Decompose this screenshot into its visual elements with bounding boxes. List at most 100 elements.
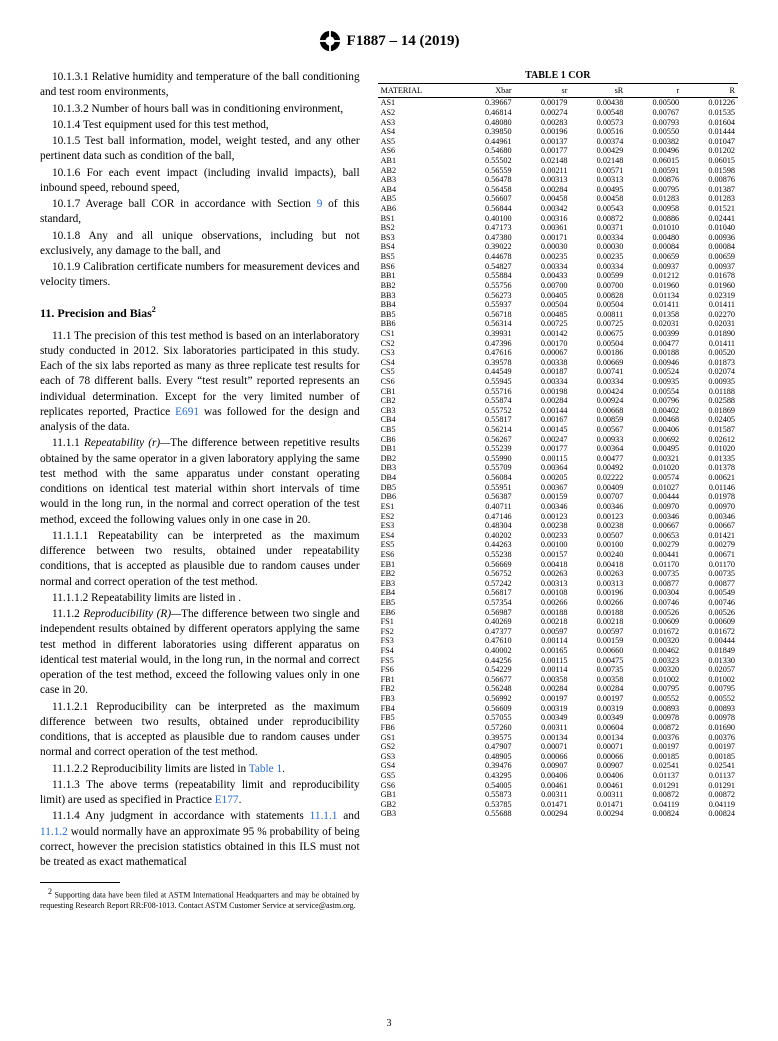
link-11-1-2[interactable]: 11.1.2 (40, 826, 68, 838)
table-row: FB20.562480.002840.002840.007950.00795 (378, 684, 738, 694)
table-row: BS20.471730.003610.003710.010100.01040 (378, 223, 738, 233)
page-number: 3 (0, 1018, 778, 1029)
table-row: CB40.558170.001670.008590.004680.02405 (378, 415, 738, 425)
link-e177[interactable]: E177 (215, 794, 239, 806)
table-row: CB30.557520.001440.006680.004020.01869 (378, 406, 738, 416)
para-11-1-1: 11.1.1 Repeatability (r)—The difference … (40, 436, 360, 528)
table-row: AB10.555020.021480.021480.060150.06015 (378, 156, 738, 166)
para-10-1-3-2: 10.1.3.2 Number of hours ball was in con… (40, 102, 360, 117)
para-10-1-9: 10.1.9 Calibration certificate numbers f… (40, 260, 360, 291)
table-row: ES10.407110.003460.003460.009700.00970 (378, 502, 738, 512)
table-row: EB30.572420.003130.003130.008770.00877 (378, 578, 738, 588)
table-row: ES50.442630.001000.001000.002790.00279 (378, 540, 738, 550)
table-row: FB50.570550.003490.003490.009780.00978 (378, 713, 738, 723)
table-row: BB60.563140.007250.007250.020310.02031 (378, 319, 738, 329)
table-row: FS30.476100.001140.001590.003200.00444 (378, 636, 738, 646)
table-header: Xbar (459, 84, 515, 98)
table-row: BB10.558840.004330.005990.012120.01678 (378, 271, 738, 281)
table-row: AS50.449610.001370.003740.003820.01047 (378, 136, 738, 146)
table-row: DB60.563870.001590.007070.004440.01978 (378, 492, 738, 502)
para-10-1-5: 10.1.5 Test ball information, model, wei… (40, 134, 360, 165)
table-row: ES40.402020.002330.005070.006530.01421 (378, 530, 738, 540)
para-10-1-3-1: 10.1.3.1 Relative humidity and temperatu… (40, 70, 360, 101)
designation: F1887 – 14 (2019) (347, 33, 460, 50)
para-10-1-6: 10.1.6 For each event impact (including … (40, 166, 360, 197)
link-11-1-1[interactable]: 11.1.1 (310, 810, 338, 822)
table-row: DB30.557090.003640.004920.010200.01378 (378, 463, 738, 473)
table-row: AB30.564780.003130.003130.008760.00876 (378, 175, 738, 185)
para-10-1-8: 10.1.8 Any and all unique observations, … (40, 229, 360, 260)
table-row: ES60.552380.001570.002400.004410.00671 (378, 550, 738, 560)
table-row: AS60.546800.001770.004290.004960.01202 (378, 146, 738, 156)
section-11-heading: 11. Precision and Bias2 (40, 305, 360, 321)
table-header: sr (515, 84, 571, 98)
table-row: ES20.471460.001230.001230.003460.00346 (378, 511, 738, 521)
para-11-1-2-2: 11.1.2.2 Reproducibility limits are list… (40, 762, 360, 777)
para-11-1-1-2: 11.1.1.2 Repeatability limits are listed… (40, 591, 360, 606)
table-row: CB10.557160.001980.004240.005540.01188 (378, 386, 738, 396)
table-1-cor: MATERIALXbarsrsRrR AS10.396670.001790.00… (378, 83, 738, 819)
table-row: GS50.432950.004060.004060.011370.01137 (378, 771, 738, 781)
table-row: FS50.442560.001150.004750.003230.01330 (378, 655, 738, 665)
table-row: GB20.537850.014710.014710.041190.04119 (378, 800, 738, 810)
table-row: EB10.566690.004180.004180.011700.01170 (378, 559, 738, 569)
link-table-1[interactable]: Table 1 (249, 763, 282, 775)
table-header: MATERIAL (378, 84, 459, 98)
table-row: DB10.552390.001770.003640.004950.01020 (378, 444, 738, 454)
table-row: BB20.557560.007000.007000.019600.01960 (378, 281, 738, 291)
table-row: GS10.395750.001340.001340.003760.00376 (378, 732, 738, 742)
table-row: FB30.569920.001970.001970.005520.00552 (378, 694, 738, 704)
para-11-1-1-1: 11.1.1.1 Repeatability can be interprete… (40, 529, 360, 590)
table-row: CS20.473960.001700.005040.004770.01411 (378, 338, 738, 348)
para-11-1-3: 11.1.3 The above terms (repeatability li… (40, 778, 360, 809)
table-row: BS40.390220.000300.000300.000840.00084 (378, 242, 738, 252)
table-row: AS40.398500.001960.005160.005500.01444 (378, 127, 738, 137)
table-row: AB60.568440.003420.005430.009580.01521 (378, 204, 738, 214)
table-row: BB40.559370.005040.005040.014110.01411 (378, 300, 738, 310)
table-row: EB50.573540.002660.002660.007460.00746 (378, 598, 738, 608)
para-11-1-2: 11.1.2 Reproducibility (R)—The differenc… (40, 607, 360, 699)
table-row: FB10.566770.003580.003580.010020.01002 (378, 675, 738, 685)
table-row: GS30.489050.000660.000660.001850.00185 (378, 751, 738, 761)
link-e691[interactable]: E691 (175, 406, 199, 418)
table-row: AS30.480800.002830.005730.007930.01604 (378, 117, 738, 127)
table-row: BS50.446780.002350.002350.006590.00659 (378, 252, 738, 262)
para-10-1-7: 10.1.7 Average ball COR in accordance wi… (40, 197, 360, 228)
table-header: sR (570, 84, 626, 98)
table-header: r (626, 84, 682, 98)
table-row: GS60.540050.004610.004610.012910.01291 (378, 780, 738, 790)
table-row: BB30.562730.004050.008280.011340.02319 (378, 290, 738, 300)
table-row: GB10.558730.003110.003110.008720.00872 (378, 790, 738, 800)
right-column: TABLE 1 COR MATERIALXbarsrsRrR AS10.3966… (378, 70, 738, 911)
table-row: FS10.402690.002180.002180.006090.00609 (378, 617, 738, 627)
table-row: DB40.560840.002050.022220.005740.00621 (378, 473, 738, 483)
table-row: CS60.559450.003340.003340.009350.00935 (378, 377, 738, 387)
table-row: CB60.562670.002470.009330.006920.02612 (378, 434, 738, 444)
table-row: CB50.562140.001450.005670.004060.01587 (378, 425, 738, 435)
para-10-1-4: 10.1.4 Test equipment used for this test… (40, 118, 360, 133)
table-row: AB50.566070.004580.004580.012830.01283 (378, 194, 738, 204)
para-11-1: 11.1 The precision of this test method i… (40, 329, 360, 436)
page-header: F1887 – 14 (2019) (40, 30, 738, 52)
table-1-title: TABLE 1 COR (378, 70, 738, 81)
table-row: FB60.572600.003110.006040.008720.01690 (378, 723, 738, 733)
table-row: CS30.476160.000670.001860.001880.00520 (378, 348, 738, 358)
left-column: 10.1.3.1 Relative humidity and temperatu… (40, 70, 360, 911)
table-row: DB20.559900.001150.004770.003210.01335 (378, 454, 738, 464)
table-row: BS30.473800.001710.003340.004800.00936 (378, 233, 738, 243)
table-row: CS40.395780.003380.006690.009460.01873 (378, 357, 738, 367)
table-row: AB40.564580.002840.004950.007950.01387 (378, 185, 738, 195)
table-row: AB20.565590.002110.005710.005910.01598 (378, 165, 738, 175)
table-row: EB40.568170.001080.001960.003040.00549 (378, 588, 738, 598)
table-row: EB60.569870.001880.001880.005260.00526 (378, 607, 738, 617)
para-11-1-2-1: 11.1.2.1 Reproducibility can be interpre… (40, 700, 360, 761)
table-row: BS60.548270.003340.003340.009370.00937 (378, 261, 738, 271)
astm-logo (319, 30, 341, 52)
footnote-separator (40, 882, 120, 883)
table-row: FS60.542290.001140.007350.003200.02057 (378, 665, 738, 675)
table-row: CB20.558740.002840.009240.007960.02588 (378, 396, 738, 406)
table-row: GS20.479070.000710.000710.001970.00197 (378, 742, 738, 752)
table-row: AS20.468140.002740.005480.007670.01535 (378, 108, 738, 118)
table-header: R (682, 84, 738, 98)
table-row: GB30.556880.002940.002940.008240.00824 (378, 809, 738, 819)
